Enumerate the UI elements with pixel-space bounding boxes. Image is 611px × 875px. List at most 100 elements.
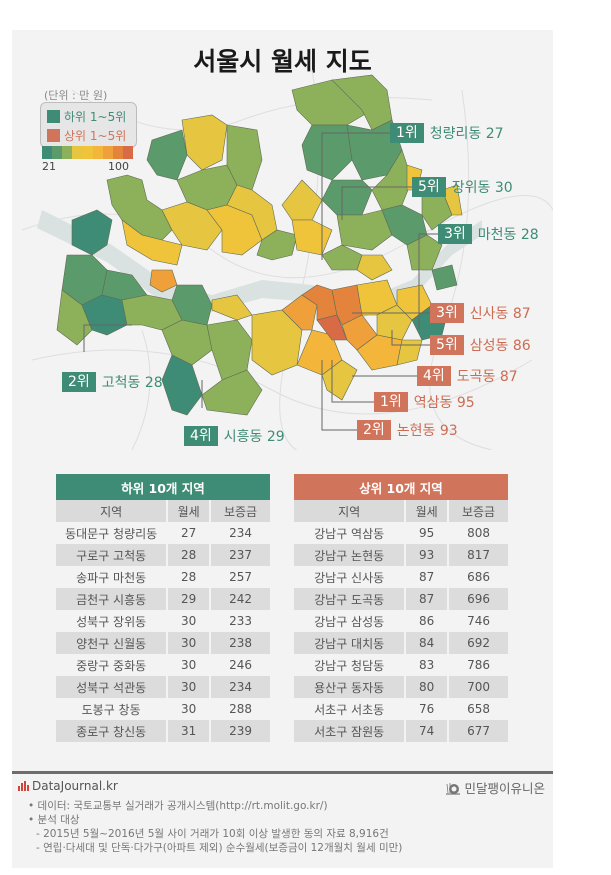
rent-cell: 83 [405,654,450,676]
rent-cell: 27 [167,522,212,544]
deposit-cell: 692 [448,632,508,654]
top-10-table: 상위 10개 지역 지역 월세 보증금 강남구 역삼동 95 808 강남구 논현동 93 81… [294,474,508,742]
footer-divider [12,771,553,774]
table-row: 도봉구 창동 30 288 [56,698,270,720]
rent-cell: 28 [167,544,212,566]
region-cell: 금천구 시흥동 [56,588,169,610]
bar-chart-icon [18,781,29,791]
map-label-bottom-4: 4위 시흥동 29 [184,426,285,446]
table-row: 중랑구 중화동 30 246 [56,654,270,676]
rent-cell: 84 [405,632,450,654]
deposit-cell: 700 [448,676,508,698]
footnotes: • 데이터: 국토교통부 실거래가 공개시스템(http://rt.molit.… [26,799,402,855]
scale-min: 21 [42,160,56,173]
map-label-bottom-3: 3위 마천동 28 [438,224,539,244]
map-label-bottom-2: 2위 고척동 28 [62,372,163,392]
dong-label: 삼성동 86 [469,338,531,354]
table-row: 양천구 신월동 30 238 [56,632,270,654]
deposit-cell: 658 [448,698,508,720]
scale-step [122,146,133,159]
scale-max: 100 [108,160,129,173]
rent-cell: 74 [405,720,450,742]
infographic-card: 서울시 월세 지도 [12,30,553,868]
column-header: 지역 [56,500,169,522]
page-title: 서울시 월세 지도 [193,47,372,76]
region-cell: 성북구 석관동 [56,676,169,698]
column-header: 지역 [294,500,407,522]
legend-bottom: 하위 1~5위 [47,108,126,125]
scale-step [62,146,73,159]
seoul-map [21,69,553,450]
column-header: 월세 [405,500,450,522]
districts [71,114,298,266]
column-header: 보증금 [210,500,270,522]
deposit-cell: 288 [210,698,270,720]
table-row: 성북구 장위동 30 233 [56,610,270,632]
dong-label: 신사동 87 [469,306,531,322]
deposit-cell: 239 [210,720,270,742]
rank-badge: 1위 [390,123,424,143]
deposit-cell: 238 [210,632,270,654]
deposit-cell: 746 [448,610,508,632]
table-row: 강남구 도곡동 87 696 [294,588,508,610]
note-analysis-target: • 분석 대상 [28,814,80,826]
deposit-cell: 246 [210,654,270,676]
rent-cell: 87 [405,588,450,610]
map-label-top-2: 2위 논현동 93 [357,420,458,440]
rent-cell: 30 [167,676,212,698]
region-cell: 서초구 서초동 [294,698,407,720]
deposit-cell: 677 [448,720,508,742]
deposit-cell: 233 [210,610,270,632]
deposit-cell: 808 [448,522,508,544]
deposit-cell: 242 [210,588,270,610]
legend-top: 상위 1~5위 [47,127,126,144]
map-label-top-1: 1위 역삼동 95 [374,392,475,412]
scale-step [112,146,123,159]
rent-cell: 80 [405,676,450,698]
rent-cell: 93 [405,544,450,566]
dong-label: 장위동 30 [451,180,513,196]
dong-label: 논현동 93 [396,423,458,439]
rent-cell: 86 [405,610,450,632]
region-cell: 중랑구 중화동 [56,654,169,676]
dong-label: 도곡동 87 [456,369,518,385]
table-row: 강남구 대치동 84 692 [294,632,508,654]
region-cell: 서초구 잠원동 [294,720,407,742]
region-cell: 구로구 고척동 [56,544,169,566]
column-header: 보증금 [448,500,508,522]
color-scale [42,146,133,159]
scale-step [82,146,93,159]
deposit-cell: 786 [448,654,508,676]
rank-badge: 5위 [430,335,464,355]
region-cell: 도봉구 창동 [56,698,169,720]
table-row: 성북구 석관동 30 234 [56,676,270,698]
deposit-cell: 234 [210,676,270,698]
map-label-top-4: 4위 도곡동 87 [417,366,518,386]
region-cell: 양천구 신월동 [56,632,169,654]
map-label-top-3: 3위 신사동 87 [430,303,531,323]
rent-cell: 87 [405,566,450,588]
scale-step [42,146,53,159]
table-row: 서초구 서초동 76 658 [294,698,508,720]
region-cell: 강남구 삼성동 [294,610,407,632]
dong-label: 고척동 28 [101,375,163,391]
region-cell: 강남구 논현동 [294,544,407,566]
note-data-source: • 데이터: 국토교통부 실거래가 공개시스템(http://rt.molit.… [28,800,328,812]
rank-badge: 4위 [417,366,451,386]
unit-label: (단위 : 만 원) [44,89,108,102]
deposit-cell: 237 [210,544,270,566]
note-period: - 2015년 5월~2016년 5월 사이 거래가 10회 이상 발생한 동의… [36,828,389,840]
deposit-cell: 686 [448,566,508,588]
note-housing-type: - 연립·다세대 및 단독·다가구(아파트 제외) 순수월세(보증금이 12개월… [36,842,403,854]
legend-bottom-label: 하위 1~5위 [64,110,127,124]
region-cell: 종로구 창신동 [56,720,169,742]
table-row: 동대문구 청량리동 27 234 [56,522,270,544]
rank-badge: 4위 [184,426,218,446]
region-cell: 성북구 장위동 [56,610,169,632]
dong-label: 시흥동 29 [223,429,285,445]
districts-se [251,264,458,401]
table-row: 서초구 잠원동 74 677 [294,720,508,742]
table-row: 용산구 동자동 80 700 [294,676,508,698]
region-cell: 강남구 청담동 [294,654,407,676]
table-row: 송파구 마천동 28 257 [56,566,270,588]
